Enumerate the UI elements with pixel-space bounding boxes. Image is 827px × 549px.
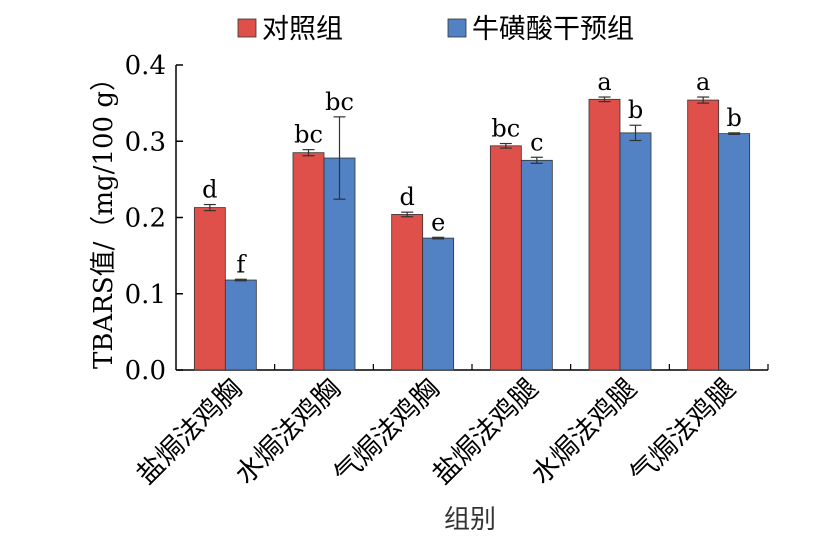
axes: 0.0 0.1 0.2 0.3 0.4 xyxy=(125,51,769,386)
legend: 对照组 牛磺酸干预组 xyxy=(237,14,634,45)
bar-taurine xyxy=(224,279,257,371)
category-label: 盐焗法鸡胸 xyxy=(131,373,248,490)
category-label: 水焗法鸡腿 xyxy=(526,373,643,490)
bar-taurine xyxy=(422,237,455,371)
significance-letter: bc xyxy=(294,121,323,149)
bar-control xyxy=(687,99,720,371)
category-label: 气焗法鸡胸 xyxy=(328,373,445,490)
legend-swatch xyxy=(237,18,257,38)
significance-letter: e xyxy=(431,208,445,236)
bar-taurine xyxy=(619,132,652,371)
y-tick-label: 0.4 xyxy=(125,51,166,81)
significance-letter: c xyxy=(530,128,543,156)
significance-letter: bc xyxy=(491,115,520,143)
y-tick-label: 0.2 xyxy=(125,204,166,234)
bar-taurine xyxy=(520,159,553,371)
legend-label: 牛磺酸干预组 xyxy=(472,14,634,45)
legend-label: 对照组 xyxy=(262,14,343,45)
x-axis-title: 组别 xyxy=(444,505,496,535)
y-tick-label: 0.1 xyxy=(125,280,166,310)
y-tick-label: 0.3 xyxy=(125,127,166,157)
category-label: 盐焗法鸡腿 xyxy=(427,373,544,490)
significance-letter: a xyxy=(696,68,710,96)
y-axis-title: TBARS值/（mg/100 g） xyxy=(89,65,119,369)
bars-group xyxy=(193,96,751,371)
category-label: 气焗法鸡腿 xyxy=(624,373,741,490)
y-tick-label: 0.0 xyxy=(125,356,166,386)
bar-control xyxy=(588,98,621,371)
category-label: 水焗法鸡胸 xyxy=(230,373,347,490)
bar-control xyxy=(391,214,424,371)
bar-control xyxy=(292,152,325,371)
significance-letter: d xyxy=(202,176,217,204)
bar-taurine xyxy=(718,133,751,371)
bar-control xyxy=(193,207,226,371)
bar-control xyxy=(489,145,522,371)
significance-letter: d xyxy=(399,183,414,211)
significance-letter: b xyxy=(726,104,741,132)
significance-letter: a xyxy=(597,68,611,96)
significance-letter: f xyxy=(236,250,247,278)
significance-letter: bc xyxy=(325,88,354,116)
legend-swatch xyxy=(447,18,467,38)
significance-letter: b xyxy=(628,96,643,124)
